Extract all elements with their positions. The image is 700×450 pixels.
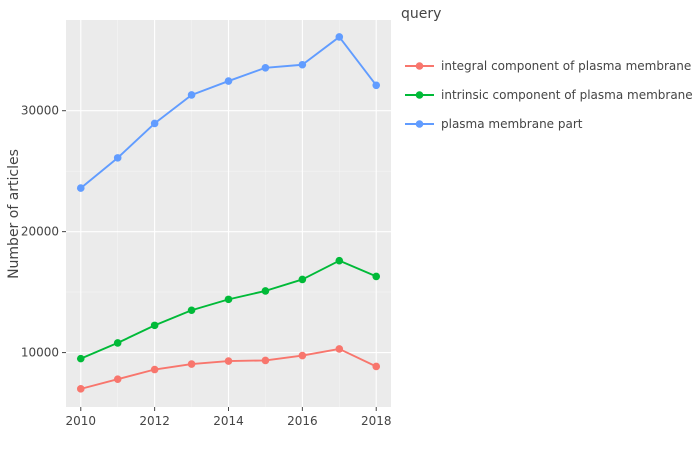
y-tick-label: 30000 bbox=[21, 104, 59, 118]
data-point bbox=[298, 60, 307, 69]
data-point bbox=[335, 345, 344, 353]
data-point bbox=[298, 351, 307, 360]
legend-item: integral component of plasma membrane bbox=[405, 59, 691, 73]
data-point bbox=[150, 119, 159, 128]
data-point bbox=[76, 184, 85, 192]
legend-title: query bbox=[401, 6, 441, 22]
x-axis-ticks: 2010 2012 2014 2016 2018 bbox=[65, 407, 392, 428]
legend-item: intrinsic component of plasma membrane bbox=[405, 88, 693, 102]
data-point bbox=[298, 275, 307, 284]
data-point bbox=[372, 81, 381, 90]
data-point bbox=[187, 91, 196, 99]
data-point bbox=[372, 272, 381, 281]
data-point bbox=[187, 360, 196, 368]
data-point bbox=[335, 256, 344, 265]
series-2 bbox=[76, 256, 381, 363]
data-point bbox=[224, 295, 233, 304]
data-point bbox=[261, 287, 270, 295]
data-point bbox=[372, 362, 381, 371]
data-point bbox=[113, 154, 122, 162]
y-axis-title: Number of articles bbox=[6, 149, 22, 279]
legend-label: intrinsic component of plasma membrane bbox=[441, 88, 693, 102]
data-point bbox=[76, 385, 85, 393]
y-tick-label: 10000 bbox=[21, 346, 59, 360]
x-tick-label: 2010 bbox=[65, 414, 96, 428]
series-1 bbox=[76, 345, 381, 393]
legend-key-point bbox=[415, 62, 424, 70]
data-point bbox=[150, 365, 159, 374]
legend-item: plasma membrane part bbox=[405, 117, 583, 131]
data-point bbox=[261, 63, 270, 72]
legend-key-point bbox=[415, 120, 424, 128]
data-point bbox=[335, 33, 344, 41]
y-tick-label: 20000 bbox=[21, 225, 59, 239]
legend-label: plasma membrane part bbox=[441, 117, 583, 131]
data-point bbox=[187, 306, 196, 315]
data-point bbox=[224, 357, 233, 365]
x-tick-label: 2012 bbox=[139, 414, 170, 428]
data-point bbox=[113, 375, 122, 383]
x-tick-label: 2014 bbox=[213, 414, 244, 428]
data-point bbox=[113, 339, 122, 347]
x-tick-label: 2018 bbox=[361, 414, 392, 428]
data-point bbox=[261, 356, 270, 365]
data-point bbox=[76, 354, 85, 363]
legend: integral component of plasma membrane int… bbox=[405, 59, 693, 131]
x-tick-label: 2016 bbox=[287, 414, 318, 428]
series-layer bbox=[76, 33, 381, 393]
data-point bbox=[150, 321, 159, 330]
data-point bbox=[224, 77, 233, 85]
legend-label: integral component of plasma membrane bbox=[441, 59, 691, 73]
legend-key-point bbox=[415, 91, 424, 99]
series-3 bbox=[76, 33, 381, 192]
y-axis-ticks: 10000 20000 30000 bbox=[21, 104, 66, 360]
